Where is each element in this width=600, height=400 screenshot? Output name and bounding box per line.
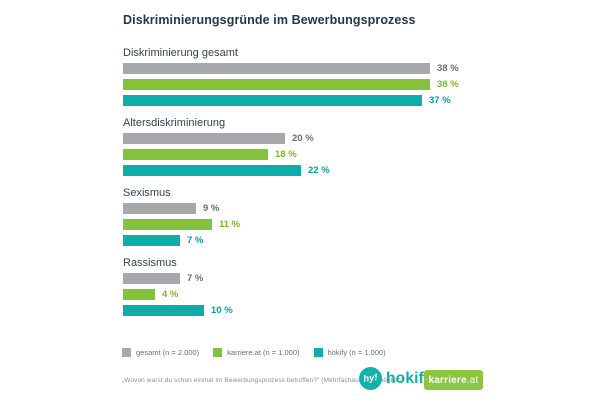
legend-item: hokify (n = 1.000) bbox=[313, 348, 386, 357]
bar-row: 38 % bbox=[123, 79, 543, 90]
category-label: Rassismus bbox=[123, 257, 177, 269]
bar-row: 38 % bbox=[123, 63, 543, 74]
bar-row: 10 % bbox=[123, 305, 543, 316]
hokify-wordmark: hokify bbox=[386, 369, 433, 387]
bar-value-label: 38 % bbox=[437, 79, 459, 90]
hokify-logo: hy! hokify bbox=[357, 365, 433, 392]
legend-item: karriere.at (n = 1.000) bbox=[213, 348, 300, 357]
bar-row: 7 % bbox=[123, 235, 543, 246]
category-label: Sexismus bbox=[123, 187, 171, 199]
bar-value-label: 38 % bbox=[437, 63, 459, 74]
bar-value-label: 10 % bbox=[211, 305, 233, 316]
bar-value-label: 18 % bbox=[275, 149, 297, 160]
bar bbox=[123, 149, 268, 160]
karriereat-wordmark: karriere bbox=[428, 374, 467, 386]
category-label: Diskriminierung gesamt bbox=[123, 47, 238, 59]
bar bbox=[123, 305, 204, 316]
bar-row: 4 % bbox=[123, 289, 543, 300]
bar bbox=[123, 203, 196, 214]
bar bbox=[123, 133, 285, 144]
bar bbox=[123, 79, 430, 90]
karriereat-wordmark-suffix: .at bbox=[466, 374, 479, 386]
karriereat-logo: karriere .at bbox=[424, 370, 483, 390]
legend-label: karriere.at (n = 1.000) bbox=[227, 348, 300, 357]
bar-row: 11 % bbox=[123, 219, 543, 230]
legend-swatch bbox=[313, 348, 323, 357]
bar-value-label: 7 % bbox=[187, 273, 204, 284]
chart-legend: gesamt (n = 2.000) karriere.at (n = 1.000… bbox=[122, 348, 386, 357]
bar bbox=[123, 289, 155, 300]
legend-label: hokify (n = 1.000) bbox=[327, 348, 386, 357]
bar-chart: Diskriminierung gesamt 38 % 38 % 37 % Alters… bbox=[123, 47, 543, 327]
bar-row: 22 % bbox=[123, 165, 543, 176]
source-note: „Wovon warst du schon einmal im Bewerbun… bbox=[122, 377, 404, 384]
chart-group: Diskriminierung gesamt 38 % 38 % 37 % bbox=[123, 47, 543, 106]
chart-group: Altersdiskriminierung 20 % 18 % 22 % bbox=[123, 117, 543, 176]
legend-item: gesamt (n = 2.000) bbox=[122, 348, 199, 357]
hokify-icon: hy! bbox=[357, 365, 384, 392]
chart-group: Sexismus 9 % 11 % 7 % bbox=[123, 187, 543, 246]
bar bbox=[123, 235, 180, 246]
bar-value-label: 20 % bbox=[292, 133, 314, 144]
bar-row: 37 % bbox=[123, 95, 543, 106]
bar-row: 9 % bbox=[123, 203, 543, 214]
bar-value-label: 37 % bbox=[429, 95, 451, 106]
legend-swatch bbox=[122, 348, 131, 357]
chart-title: Diskriminierungsgründe im Bewerbungsproz… bbox=[123, 13, 416, 27]
bar-value-label: 7 % bbox=[187, 235, 204, 246]
chart-group: Rassismus 7 % 4 % 10 % bbox=[123, 257, 543, 316]
bar-value-label: 4 % bbox=[162, 289, 179, 300]
legend-swatch bbox=[213, 348, 223, 357]
category-label: Altersdiskriminierung bbox=[123, 117, 226, 129]
legend-label: gesamt (n = 2.000) bbox=[136, 348, 200, 357]
bar bbox=[123, 219, 212, 230]
bar-value-label: 22 % bbox=[308, 165, 330, 176]
bar bbox=[123, 165, 301, 176]
bar-row: 18 % bbox=[123, 149, 543, 160]
bar-value-label: 11 % bbox=[219, 219, 241, 230]
bar bbox=[123, 95, 422, 106]
bar bbox=[123, 63, 430, 74]
bar-row: 20 % bbox=[123, 133, 543, 144]
bar bbox=[123, 273, 180, 284]
hokify-icon-text: hy! bbox=[362, 372, 379, 385]
bar-value-label: 9 % bbox=[203, 203, 220, 214]
bar-row: 7 % bbox=[123, 273, 543, 284]
